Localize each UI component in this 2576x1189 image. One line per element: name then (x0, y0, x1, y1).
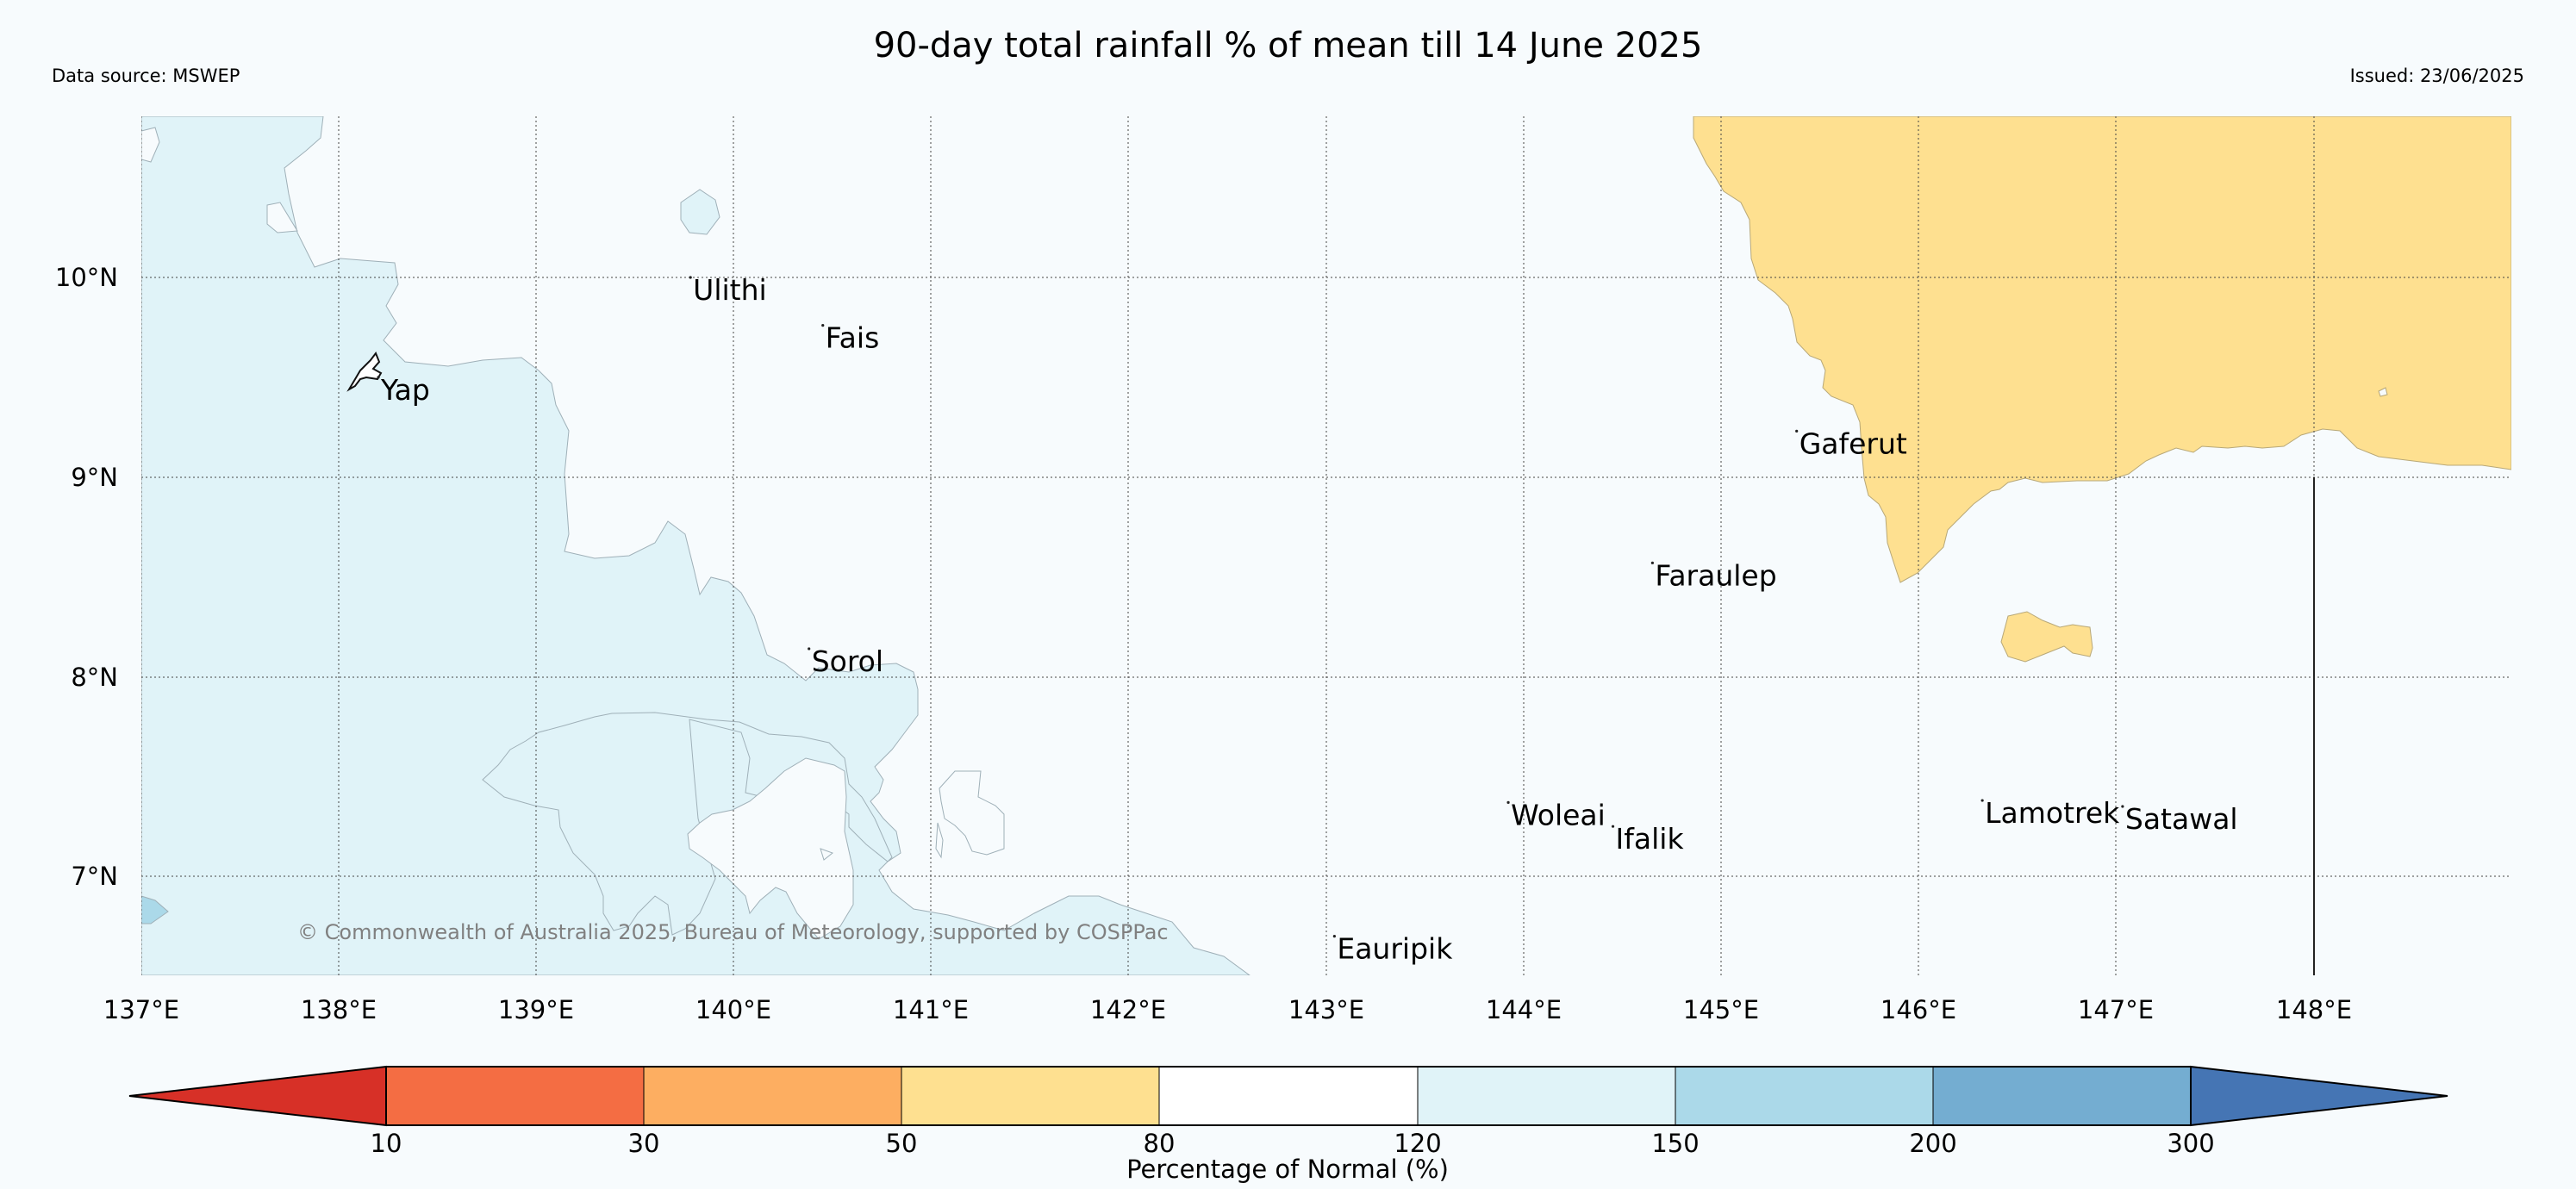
place-label: Woleai (1511, 798, 1606, 831)
colorbar-tick-label: 150 (1651, 1129, 1699, 1158)
colorbar-tick-label: 30 (628, 1129, 660, 1158)
lon-tick-label: 137°E (103, 995, 179, 1024)
place-labels-layer: Yap Ulithi Fais Gaferut Faraulep Sorol Woleai I… (377, 273, 2238, 966)
lon-tick-label: 141°E (893, 995, 969, 1024)
lon-tick-label: 145°E (1683, 995, 1759, 1024)
colorbar-tick-label: 80 (1144, 1129, 1176, 1158)
island-marker (377, 376, 380, 379)
region-white-island-east (939, 770, 1005, 856)
yap-island (346, 351, 383, 392)
colorbar-axis-label: Percentage of Normal (%) (1126, 1155, 1449, 1184)
colorbar-dividers (643, 1067, 1934, 1125)
lon-tick-label: 146°E (1881, 995, 1956, 1024)
place-label: Ifalik (1616, 822, 1685, 856)
region-white-islet-1 (935, 822, 944, 859)
island-marker (1650, 561, 1654, 564)
lat-tick-label: 8°N (71, 663, 118, 692)
region-white-speck (2378, 387, 2388, 397)
colorbar-segment (1675, 1067, 1933, 1125)
lon-tick-label: 148°E (2276, 995, 2352, 1024)
lat-tick-label: 7°N (71, 862, 118, 891)
colorbar-segment-extend-high (2190, 1065, 2448, 1127)
place-label: Fais (826, 321, 880, 355)
island-marker (1506, 800, 1510, 804)
region-120-150-islet-ulithi (680, 189, 720, 235)
colorbar: 10 30 50 80 120 150 200 300 Percentage o… (128, 1065, 2448, 1184)
place-label: Faraulep (1655, 558, 1776, 592)
island-marker (1611, 825, 1615, 828)
lon-tick-label: 144°E (1486, 995, 1562, 1024)
island-marker (1980, 799, 1984, 802)
region-50-80-islet (2000, 611, 2093, 663)
colorbar-segment (901, 1067, 1159, 1125)
lon-tick-label: 147°E (2078, 995, 2154, 1024)
longitude-tick-labels: 137°E 138°E 139°E 140°E 141°E 142°E 143°… (103, 995, 2352, 1024)
island-marker (808, 647, 811, 651)
island-marker (2121, 805, 2124, 808)
colorbar-tick-label: 10 (371, 1129, 402, 1158)
colorbar-tick-label: 300 (2167, 1129, 2214, 1158)
region-white-islet-3 (141, 127, 160, 163)
colorbar-segment (1418, 1067, 1675, 1125)
place-label: Satawal (2125, 802, 2238, 836)
island-marker (821, 324, 825, 327)
place-label: Ulithi (693, 273, 767, 307)
region-150-200-islet (141, 895, 169, 924)
island-marker (1332, 935, 1336, 938)
colorbar-segment (1159, 1067, 1418, 1125)
lon-tick-label: 143°E (1288, 995, 1364, 1024)
latitude-gridlines (141, 277, 2511, 877)
place-label: Gaferut (1799, 426, 1907, 460)
issued-date-label: Issued: 23/06/2025 (2349, 65, 2524, 86)
lat-tick-label: 10°N (55, 263, 118, 292)
map-title: 90-day total rainfall % of mean till 14 … (873, 26, 1703, 65)
colorbar-tick-label: 50 (886, 1129, 918, 1158)
place-label: Yap (380, 373, 430, 407)
place-label: Lamotrek (1985, 796, 2120, 830)
region-white-island-center (687, 757, 854, 940)
island-marker (689, 276, 692, 279)
data-source-label: Data source: MSWEP (52, 65, 240, 86)
colorbar-tick-label: 120 (1394, 1129, 1441, 1158)
lon-tick-label: 140°E (695, 995, 771, 1024)
colorbar-segment (644, 1067, 901, 1125)
region-50-80-northeast (1693, 116, 2511, 583)
colorbar-segment-extend-low (128, 1065, 387, 1127)
region-white-islet-2 (820, 848, 834, 861)
place-label: Eauripik (1337, 932, 1453, 966)
lat-tick-label: 9°N (71, 463, 118, 492)
lon-tick-label: 142°E (1090, 995, 1166, 1024)
region-white-islet-4 (266, 202, 298, 233)
colorbar-outline (385, 1066, 2192, 1126)
copyright-notice: © Commonwealth of Australia 2025, Bureau… (297, 920, 1169, 944)
latitude-tick-labels: 10°N 9°N 8°N 7°N (55, 263, 118, 891)
colorbar-tick-labels: 10 30 50 80 120 150 200 300 (371, 1129, 2215, 1158)
place-label: Sorol (812, 644, 883, 678)
lon-tick-label: 139°E (498, 995, 574, 1024)
lon-tick-label: 138°E (301, 995, 377, 1024)
colorbar-tick-label: 200 (1909, 1129, 1956, 1158)
colorbar-segment (386, 1067, 644, 1125)
colorbar-segment (1933, 1067, 2191, 1125)
island-marker (1795, 429, 1799, 433)
